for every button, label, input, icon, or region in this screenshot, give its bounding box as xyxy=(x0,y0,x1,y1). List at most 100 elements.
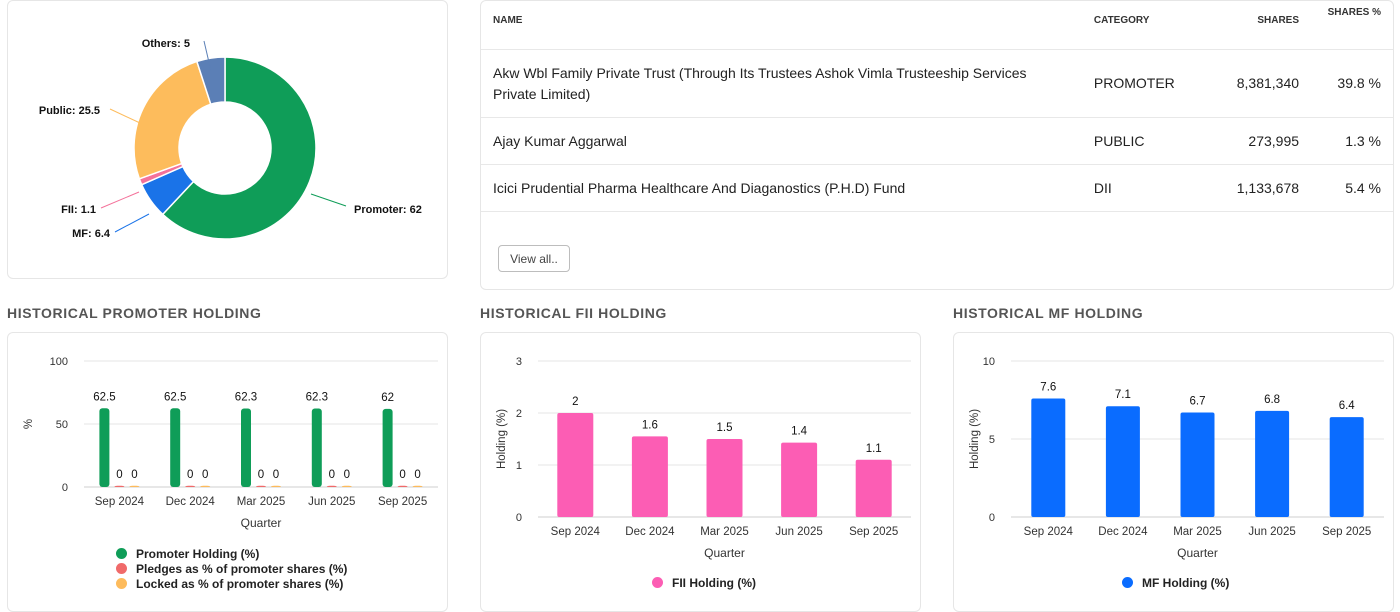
data-label: 6.8 xyxy=(1264,394,1280,406)
x-tick-label: Dec 2024 xyxy=(166,496,216,508)
data-label: 62.5 xyxy=(93,391,115,403)
shareholder-pct: 5.4 % xyxy=(1311,164,1393,212)
data-label: 62 xyxy=(381,392,394,404)
bar[interactable] xyxy=(114,485,125,487)
bar[interactable] xyxy=(311,408,322,487)
bar[interactable] xyxy=(326,485,337,487)
x-tick-label: Dec 2024 xyxy=(1098,526,1148,538)
bar[interactable] xyxy=(271,485,281,487)
promoter-holding-card: 0 50 100 Sep 2024 62.5 0 0 Dec 2024 62.5 0 0 Mar 20… xyxy=(7,332,448,612)
bar[interactable] xyxy=(631,436,668,517)
bar[interactable] xyxy=(781,442,818,517)
donut-label-public: Public: 25.5 xyxy=(39,105,100,117)
shareholder-name: Icici Prudential Pharma Healthcare And D… xyxy=(481,164,1082,212)
bar[interactable] xyxy=(1329,417,1364,517)
y-tick-label: 1 xyxy=(516,460,522,472)
legend-dot xyxy=(116,578,127,589)
shareholder-shares: 8,381,340 xyxy=(1203,49,1312,118)
y-tick-label: 10 xyxy=(983,356,995,368)
bar[interactable] xyxy=(99,408,110,487)
fii-holding-title: HISTORICAL FII HOLDING xyxy=(480,305,667,321)
bar[interactable] xyxy=(256,485,266,487)
data-label: 0 xyxy=(202,469,208,481)
legend-label: FII Holding (%) xyxy=(672,575,756,590)
data-label: 1.1 xyxy=(866,443,882,455)
bar[interactable] xyxy=(1105,406,1140,517)
mf-legend: MF Holding (%) xyxy=(1122,575,1229,590)
donut-leader-line xyxy=(109,108,141,124)
y-tick-label: 3 xyxy=(516,356,522,368)
shareholder-category: PUBLIC xyxy=(1081,117,1204,165)
donut-label-others: Others: 5 xyxy=(142,38,190,50)
bar[interactable] xyxy=(1255,410,1290,517)
bar[interactable] xyxy=(200,485,211,487)
x-axis-title: Quarter xyxy=(241,516,282,530)
fii-holding-chart: 0 1 2 3 Sep 2024 2 Dec 2024 1.6 Mar 2025 1.5 Jun 2… xyxy=(496,356,911,560)
bar[interactable] xyxy=(557,413,594,517)
donut-slice-promoter[interactable] xyxy=(161,56,317,240)
header-shares-pct: SHARES % xyxy=(1311,1,1393,50)
x-tick-label: Mar 2025 xyxy=(700,526,749,538)
data-label: 7.6 xyxy=(1040,381,1056,393)
legend-item-promoter[interactable]: Promoter Holding (%) xyxy=(116,546,347,561)
bar[interactable] xyxy=(241,408,251,487)
shareholder-category: PROMOTER xyxy=(1081,49,1204,118)
fii-holding-card: 0 1 2 3 Sep 2024 2 Dec 2024 1.6 Mar 2025 1.5 Jun 2… xyxy=(480,332,921,612)
data-label: 62.3 xyxy=(306,392,328,404)
y-axis-title: Holding (%) xyxy=(496,409,508,469)
donut-slice-public[interactable] xyxy=(133,60,212,180)
mf-holding-card: 0 5 10 Sep 2024 7.6 Dec 2024 7.1 Mar 2025 6.7 Jun… xyxy=(953,332,1394,612)
donut-label-promoter: Promoter: 62 xyxy=(354,204,422,216)
bar[interactable] xyxy=(1031,398,1066,517)
data-label: 1.4 xyxy=(791,426,808,438)
top-shareholders-table: NAME CATEGORY SHARES SHARES % Akw Wbl Fa… xyxy=(481,1,1393,212)
legend-dot xyxy=(652,577,663,588)
shareholder-shares: 1,133,678 xyxy=(1203,164,1312,212)
table-row: Ajay Kumar Aggarwal PUBLIC 273,995 1.3 % xyxy=(481,117,1393,165)
legend-item-mf[interactable]: MF Holding (%) xyxy=(1122,575,1229,590)
bar[interactable] xyxy=(170,408,181,487)
legend-dot xyxy=(116,548,127,559)
donut-leader-line xyxy=(310,193,347,207)
legend-item-pledges[interactable]: Pledges as % of promoter shares (%) xyxy=(116,561,347,576)
donut-slice-others[interactable] xyxy=(195,56,226,106)
y-tick-label: 5 xyxy=(989,434,995,446)
y-tick-label: 2 xyxy=(516,408,522,420)
promoter-legend: Promoter Holding (%) Pledges as % of pro… xyxy=(116,546,347,591)
bar[interactable] xyxy=(397,485,408,487)
shareholder-pct: 39.8 % xyxy=(1311,49,1393,118)
bar[interactable] xyxy=(185,485,196,487)
legend-item-fii[interactable]: FII Holding (%) xyxy=(652,575,756,590)
promoter-holding-title: HISTORICAL PROMOTER HOLDING xyxy=(7,305,262,321)
bar[interactable] xyxy=(341,485,352,487)
data-label: 0 xyxy=(273,469,279,481)
y-axis-title: % xyxy=(23,419,35,429)
view-all-button[interactable]: View all.. xyxy=(498,245,570,272)
x-tick-label: Sep 2025 xyxy=(1322,526,1371,538)
y-tick-label: 0 xyxy=(516,512,522,524)
y-tick-label: 100 xyxy=(50,356,68,368)
x-tick-label: Sep 2024 xyxy=(95,496,145,508)
bar[interactable] xyxy=(382,408,393,487)
bar[interactable] xyxy=(412,485,423,487)
data-label: 1.5 xyxy=(717,422,733,434)
y-tick-label: 50 xyxy=(56,419,68,431)
bar[interactable] xyxy=(855,459,892,517)
legend-item-locked[interactable]: Locked as % of promoter shares (%) xyxy=(116,576,347,591)
table-header-row: NAME CATEGORY SHARES SHARES % xyxy=(481,1,1393,50)
x-axis-title: Quarter xyxy=(1177,546,1218,560)
data-label: 62.3 xyxy=(235,392,257,404)
x-tick-label: Dec 2024 xyxy=(625,526,675,538)
legend-label: Pledges as % of promoter shares (%) xyxy=(136,561,348,576)
data-label: 0 xyxy=(329,469,335,481)
fii-legend: FII Holding (%) xyxy=(652,575,756,590)
bar[interactable] xyxy=(1180,412,1215,517)
data-label: 0 xyxy=(344,469,350,481)
legend-dot xyxy=(1122,577,1133,588)
x-tick-label: Jun 2025 xyxy=(1248,526,1295,538)
bar[interactable] xyxy=(129,485,140,487)
mf-holding-title: HISTORICAL MF HOLDING xyxy=(953,305,1144,321)
bar[interactable] xyxy=(706,439,743,517)
data-label: 6.7 xyxy=(1190,395,1206,407)
shareholder-name: Akw Wbl Family Private Trust (Through It… xyxy=(481,49,1082,118)
